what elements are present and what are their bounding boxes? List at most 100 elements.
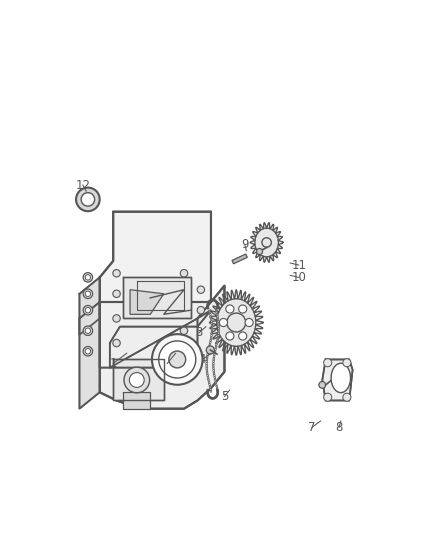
Circle shape [113, 340, 120, 347]
Ellipse shape [213, 356, 215, 358]
Circle shape [83, 305, 92, 315]
Polygon shape [100, 212, 211, 368]
Ellipse shape [206, 359, 208, 361]
Ellipse shape [206, 369, 208, 372]
Ellipse shape [217, 317, 219, 319]
Ellipse shape [216, 340, 218, 342]
Ellipse shape [209, 385, 211, 387]
Ellipse shape [218, 328, 219, 329]
Ellipse shape [215, 347, 217, 349]
Text: 10: 10 [291, 271, 306, 284]
Ellipse shape [210, 391, 212, 392]
Circle shape [76, 188, 100, 211]
Ellipse shape [210, 338, 212, 340]
Ellipse shape [206, 356, 208, 358]
Ellipse shape [217, 335, 219, 336]
Ellipse shape [214, 354, 215, 356]
Ellipse shape [206, 357, 208, 359]
Text: 4: 4 [199, 353, 206, 366]
Circle shape [324, 359, 332, 367]
Ellipse shape [208, 382, 210, 384]
Ellipse shape [213, 372, 215, 373]
Circle shape [197, 306, 205, 314]
Ellipse shape [217, 321, 219, 322]
Circle shape [226, 305, 234, 313]
Circle shape [257, 248, 263, 255]
Text: 12: 12 [75, 179, 90, 191]
Ellipse shape [212, 364, 214, 366]
Ellipse shape [217, 336, 219, 338]
Ellipse shape [209, 343, 211, 345]
Circle shape [180, 327, 188, 334]
Text: 1: 1 [110, 357, 117, 370]
Ellipse shape [218, 329, 219, 331]
Text: 9: 9 [241, 238, 248, 251]
Ellipse shape [206, 362, 208, 365]
Ellipse shape [218, 322, 219, 324]
Ellipse shape [217, 338, 219, 340]
Ellipse shape [217, 389, 218, 391]
Polygon shape [110, 310, 211, 368]
Circle shape [129, 373, 144, 387]
Ellipse shape [218, 331, 219, 333]
Circle shape [343, 393, 351, 401]
Ellipse shape [214, 376, 215, 378]
Circle shape [113, 314, 120, 322]
Ellipse shape [213, 369, 215, 372]
Ellipse shape [208, 378, 209, 380]
Ellipse shape [211, 329, 213, 331]
Ellipse shape [207, 352, 209, 354]
Ellipse shape [209, 342, 211, 343]
Ellipse shape [213, 361, 214, 362]
Polygon shape [113, 359, 164, 400]
Polygon shape [100, 286, 224, 409]
Circle shape [324, 393, 332, 401]
Ellipse shape [210, 317, 212, 319]
Circle shape [152, 334, 202, 385]
Ellipse shape [215, 382, 217, 384]
Text: 8: 8 [336, 421, 343, 434]
Circle shape [85, 274, 91, 280]
Ellipse shape [206, 361, 208, 362]
Ellipse shape [216, 312, 217, 314]
Ellipse shape [209, 384, 210, 385]
Circle shape [227, 313, 246, 332]
Ellipse shape [207, 375, 208, 377]
Ellipse shape [212, 366, 214, 368]
Circle shape [85, 308, 91, 313]
Circle shape [124, 367, 150, 393]
Circle shape [81, 192, 95, 206]
Ellipse shape [216, 313, 218, 316]
Circle shape [83, 346, 92, 356]
Ellipse shape [213, 357, 215, 359]
Circle shape [85, 328, 91, 334]
Ellipse shape [207, 376, 209, 378]
Ellipse shape [213, 373, 215, 375]
Ellipse shape [218, 333, 219, 335]
Ellipse shape [206, 364, 208, 366]
Circle shape [262, 238, 272, 247]
Ellipse shape [215, 345, 217, 347]
Ellipse shape [208, 347, 210, 349]
Ellipse shape [210, 336, 212, 338]
Circle shape [180, 270, 188, 277]
Polygon shape [255, 228, 279, 257]
Circle shape [159, 341, 196, 378]
Circle shape [226, 332, 234, 340]
Ellipse shape [212, 362, 214, 365]
Ellipse shape [214, 352, 215, 354]
Ellipse shape [331, 364, 350, 393]
Text: 11: 11 [291, 259, 306, 271]
Ellipse shape [206, 366, 208, 368]
Ellipse shape [216, 387, 218, 389]
Ellipse shape [215, 310, 217, 312]
Ellipse shape [209, 313, 211, 316]
Ellipse shape [208, 380, 209, 382]
Circle shape [343, 359, 351, 367]
Ellipse shape [214, 378, 216, 380]
Ellipse shape [211, 324, 213, 326]
Circle shape [85, 291, 91, 296]
Ellipse shape [213, 368, 214, 369]
Ellipse shape [211, 335, 212, 336]
Ellipse shape [211, 328, 213, 329]
